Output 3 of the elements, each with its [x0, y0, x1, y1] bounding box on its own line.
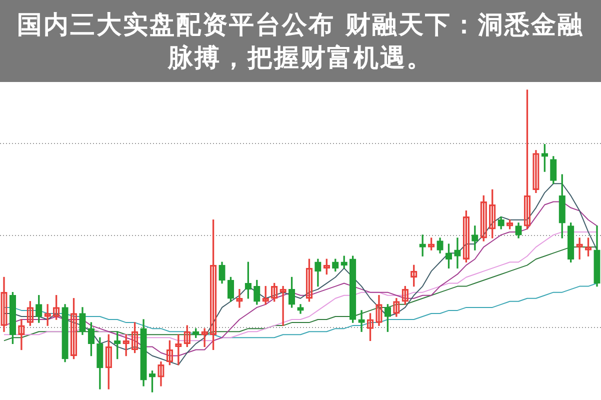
chart-title: 国内三大实盘配资平台公布 财融天下：洞悉金融脉搏，把握财富机遇。	[16, 9, 585, 74]
candlestick	[358, 310, 365, 332]
candlestick	[454, 238, 461, 269]
